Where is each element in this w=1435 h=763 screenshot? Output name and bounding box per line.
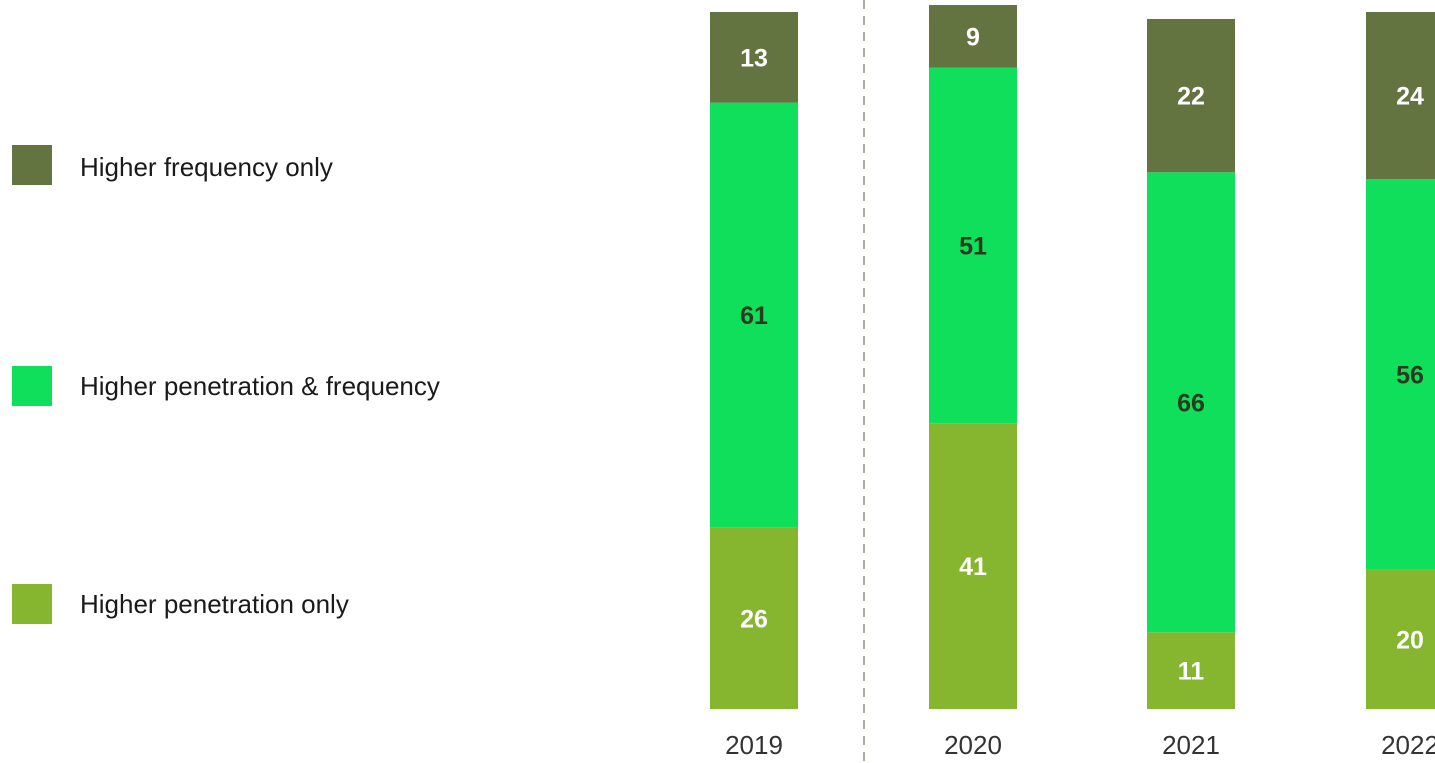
legend-swatch-higher-penetration-only bbox=[12, 584, 52, 624]
bar-stack-2019: 26 61 13 bbox=[710, 12, 798, 709]
legend-swatch-higher-penetration-and-frequency bbox=[12, 366, 52, 406]
legend-item-higher-penetration-only: Higher penetration only bbox=[12, 584, 349, 624]
category-label-2022: 2022 bbox=[1381, 730, 1435, 760]
legend-label-higher-penetration-only: Higher penetration only bbox=[80, 589, 349, 619]
legend-item-higher-penetration-and-frequency: Higher penetration & frequency bbox=[12, 366, 440, 406]
bar-segment-higher-penetration-and-frequency-2019 bbox=[710, 102, 798, 528]
bar-segment-higher-frequency-only-2022 bbox=[1366, 12, 1435, 180]
data-label-higher-penetration-only-2020: 41 bbox=[959, 553, 987, 581]
bar-segment-higher-frequency-only-2021 bbox=[1147, 18, 1235, 173]
data-label-higher-penetration-only-2022: 20 bbox=[1396, 626, 1424, 654]
bar-segment-higher-penetration-only-2019 bbox=[710, 527, 798, 709]
data-label-higher-frequency-only-2020: 9 bbox=[966, 23, 980, 51]
data-label-higher-penetration-and-frequency-2020: 51 bbox=[959, 232, 987, 260]
category-label-2021: 2021 bbox=[1162, 730, 1220, 760]
data-label-higher-frequency-only-2022: 24 bbox=[1396, 83, 1424, 111]
data-label-higher-penetration-and-frequency-2019: 61 bbox=[740, 302, 768, 330]
legend-label-higher-penetration-and-frequency: Higher penetration & frequency bbox=[80, 371, 440, 401]
bar-segment-higher-frequency-only-2019 bbox=[710, 12, 798, 103]
bar-segment-higher-penetration-only-2020 bbox=[929, 423, 1017, 709]
data-label-higher-penetration-only-2021: 11 bbox=[1178, 658, 1205, 686]
legend: Higher frequency only Higher penetration… bbox=[12, 145, 440, 624]
bar-segment-higher-penetration-only-2021 bbox=[1147, 632, 1235, 709]
category-label-2019: 2019 bbox=[725, 730, 783, 760]
bar-segment-higher-penetration-and-frequency-2021 bbox=[1147, 172, 1235, 633]
data-label-higher-penetration-only-2019: 26 bbox=[740, 605, 768, 633]
bar-segment-higher-penetration-and-frequency-2022 bbox=[1366, 179, 1435, 570]
legend-label-higher-frequency-only: Higher frequency only bbox=[80, 152, 333, 182]
bar-stack-2022: 20 56 24 bbox=[1366, 12, 1435, 709]
data-label-higher-frequency-only-2019: 13 bbox=[740, 44, 768, 72]
bar-stack-2021: 11 66 22 bbox=[1147, 18, 1235, 709]
category-axis-labels: 2019 2020 2021 2022 bbox=[725, 730, 1435, 760]
legend-item-higher-frequency-only: Higher frequency only bbox=[12, 145, 333, 185]
category-label-2020: 2020 bbox=[944, 730, 1002, 760]
data-label-higher-penetration-and-frequency-2022: 56 bbox=[1396, 361, 1424, 389]
bar-segment-higher-frequency-only-2020 bbox=[929, 5, 1017, 68]
data-label-higher-penetration-and-frequency-2021: 66 bbox=[1177, 389, 1205, 417]
bars-layer: 26 61 13 41 51 9 11 66 22 20 56 24 bbox=[710, 5, 1435, 709]
bar-segment-higher-penetration-and-frequency-2020 bbox=[929, 67, 1017, 424]
bar-segment-higher-penetration-only-2022 bbox=[1366, 569, 1435, 709]
bar-stack-2020: 41 51 9 bbox=[929, 5, 1017, 709]
legend-swatch-higher-frequency-only bbox=[12, 145, 52, 185]
data-label-higher-frequency-only-2021: 22 bbox=[1177, 83, 1205, 111]
